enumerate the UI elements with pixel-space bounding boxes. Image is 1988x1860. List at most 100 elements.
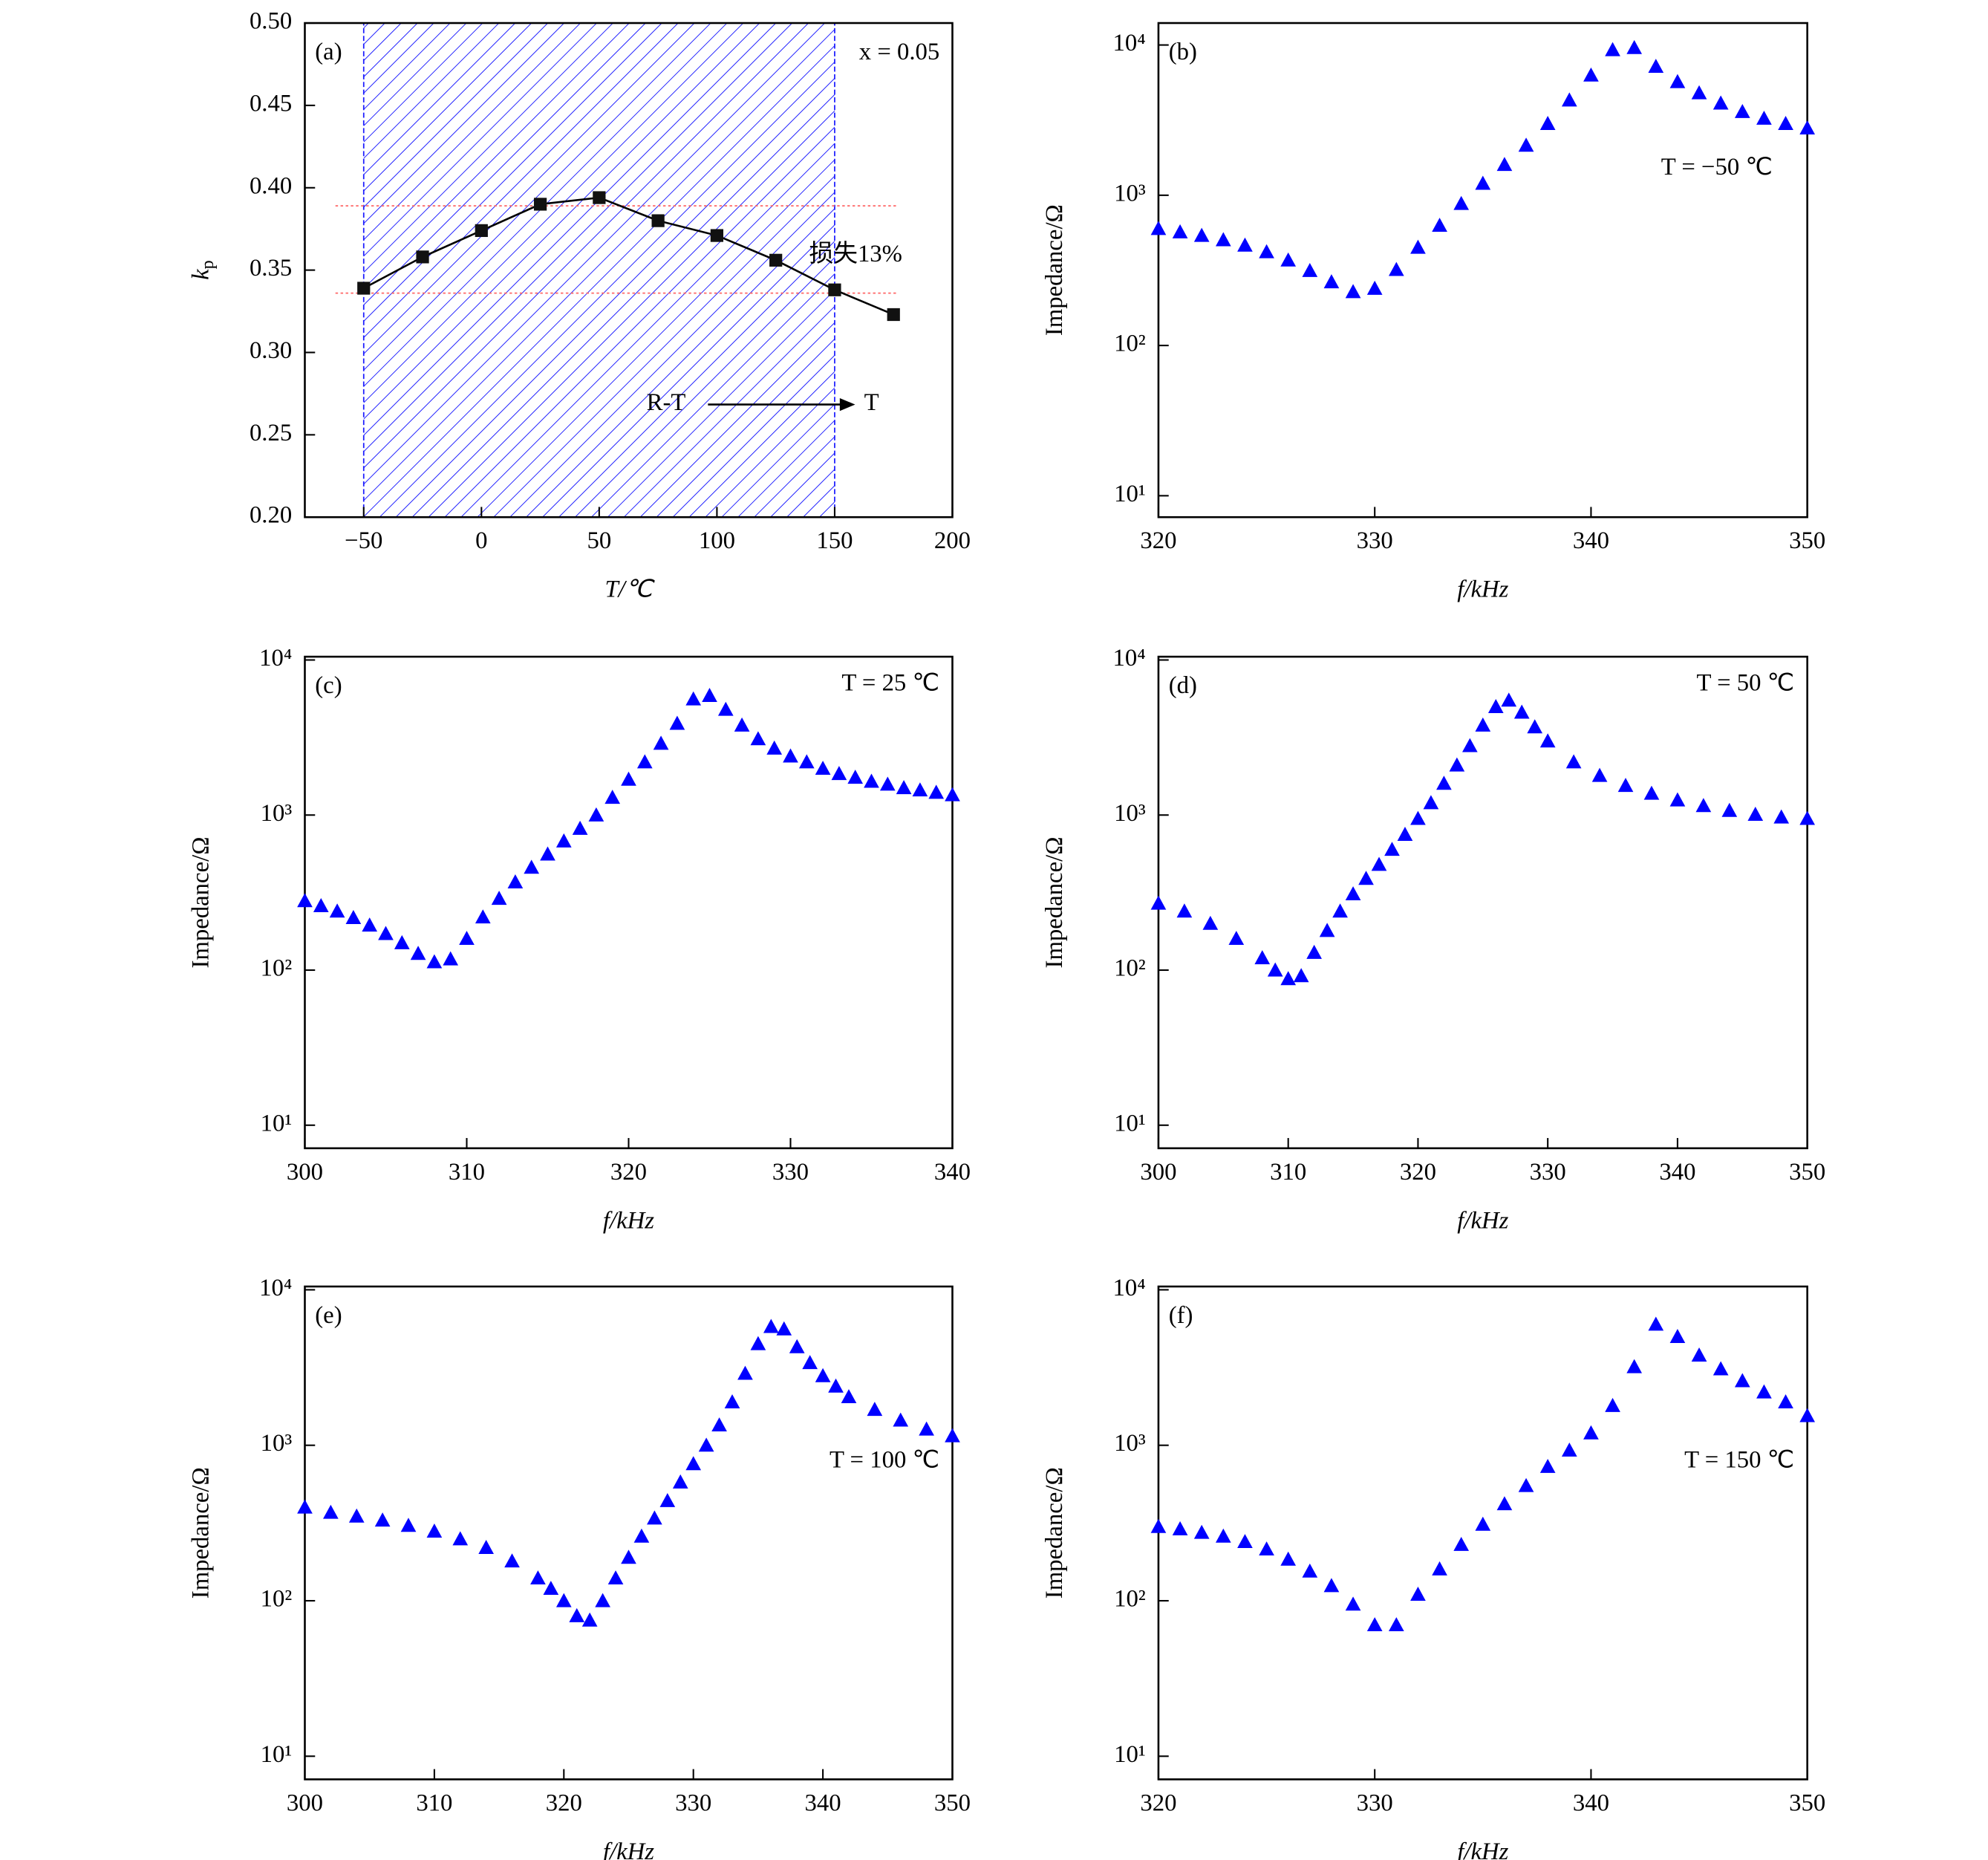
y-tick-label: 10¹ bbox=[1114, 1741, 1146, 1768]
annotation: 损失13% bbox=[809, 240, 902, 267]
marker bbox=[1565, 754, 1582, 769]
y-tick-label: 0.35 bbox=[250, 255, 292, 282]
marker bbox=[524, 859, 540, 874]
marker bbox=[841, 1389, 857, 1404]
marker bbox=[1475, 717, 1491, 732]
x-tick-label: 330 bbox=[675, 1789, 711, 1816]
marker bbox=[789, 1339, 805, 1353]
marker bbox=[864, 773, 879, 788]
marker bbox=[750, 731, 766, 746]
marker bbox=[459, 931, 475, 946]
marker bbox=[1643, 785, 1660, 800]
temperature-label: T = 100 ℃ bbox=[830, 1447, 939, 1474]
marker bbox=[1259, 244, 1274, 258]
marker bbox=[1215, 1528, 1231, 1543]
y-axis-label-main: Impedance/Ω bbox=[187, 1467, 214, 1599]
temperature-label: T = 50 ℃ bbox=[1697, 669, 1795, 696]
y-tick-label: 10³ bbox=[261, 800, 293, 827]
marker bbox=[1583, 67, 1599, 82]
marker bbox=[1539, 115, 1556, 130]
y-tick-label: 10³ bbox=[261, 1430, 293, 1457]
marker bbox=[362, 917, 378, 932]
marker bbox=[702, 687, 717, 702]
y-tick-label: 10¹ bbox=[1114, 1110, 1146, 1137]
marker bbox=[507, 874, 524, 889]
marker bbox=[685, 1456, 702, 1471]
marker bbox=[1453, 195, 1470, 210]
marker bbox=[1449, 757, 1465, 772]
marker bbox=[1410, 810, 1426, 825]
y-tick-label: 10³ bbox=[1114, 800, 1146, 827]
x-axis-label: f/kHz bbox=[603, 1207, 654, 1234]
marker bbox=[1345, 284, 1361, 299]
marker bbox=[1280, 971, 1297, 986]
marker bbox=[887, 308, 900, 322]
x-tick-label: 340 bbox=[1573, 527, 1609, 554]
marker bbox=[313, 898, 329, 913]
y-tick-label: 0.30 bbox=[250, 337, 292, 364]
marker bbox=[1527, 719, 1543, 734]
marker bbox=[1496, 157, 1513, 172]
marker bbox=[348, 1508, 365, 1523]
marker bbox=[1432, 1561, 1447, 1576]
marker bbox=[1259, 1541, 1274, 1556]
marker bbox=[1475, 1516, 1491, 1531]
y-tick-label: 0.50 bbox=[250, 8, 292, 35]
marker bbox=[750, 1336, 766, 1350]
marker bbox=[1561, 92, 1577, 107]
x-tick-label: 350 bbox=[934, 1789, 971, 1816]
marker bbox=[945, 1428, 960, 1443]
panel: 300 310 320 330 340 10¹ 10² 10³ 10⁴ f/kHz Impedanc… bbox=[187, 645, 971, 1234]
y-axis-label: kp bbox=[187, 260, 218, 280]
x-tick-label: 340 bbox=[1573, 1789, 1609, 1816]
panel-label: (d) bbox=[1169, 672, 1197, 699]
marker bbox=[426, 954, 443, 969]
marker bbox=[1306, 944, 1322, 959]
marker bbox=[1513, 704, 1530, 719]
marker bbox=[734, 717, 750, 732]
x-tick-label: 330 bbox=[1357, 527, 1393, 554]
marker bbox=[1293, 968, 1309, 983]
panel-label: (f) bbox=[1169, 1302, 1193, 1329]
y-tick-label: 10² bbox=[261, 955, 293, 982]
y-axis-label: Impedance/Ω bbox=[187, 1467, 214, 1599]
marker bbox=[1388, 1617, 1404, 1632]
marker bbox=[659, 1492, 676, 1507]
marker bbox=[504, 1553, 520, 1568]
marker bbox=[443, 951, 459, 966]
line bbox=[363, 196, 894, 316]
marker bbox=[491, 891, 507, 905]
marker bbox=[1410, 1586, 1426, 1601]
marker bbox=[357, 282, 371, 295]
x-tick-label: 50 bbox=[587, 527, 611, 554]
marker bbox=[867, 1402, 883, 1417]
marker bbox=[543, 1581, 559, 1596]
marker bbox=[1237, 1534, 1253, 1549]
marker bbox=[1280, 1551, 1297, 1566]
marker bbox=[1302, 1563, 1318, 1578]
panel-label: (b) bbox=[1169, 39, 1197, 65]
plot-frame bbox=[1157, 1285, 1808, 1781]
marker bbox=[893, 1412, 909, 1427]
marker bbox=[912, 782, 928, 797]
y-tick-label: 10¹ bbox=[261, 1110, 293, 1137]
marker bbox=[831, 766, 847, 781]
marker bbox=[1712, 95, 1729, 110]
marker bbox=[1734, 103, 1750, 118]
marker bbox=[1756, 1384, 1772, 1399]
marker bbox=[394, 934, 410, 949]
marker bbox=[555, 1593, 572, 1607]
marker bbox=[621, 1550, 636, 1564]
y-tick-label: 10⁴ bbox=[1113, 30, 1146, 56]
marker bbox=[717, 701, 734, 716]
marker bbox=[815, 1368, 831, 1382]
marker bbox=[297, 1499, 313, 1514]
marker bbox=[607, 1570, 624, 1585]
marker bbox=[1193, 1524, 1210, 1539]
marker bbox=[847, 770, 864, 784]
marker bbox=[711, 1417, 727, 1432]
marker bbox=[1583, 1425, 1599, 1440]
marker bbox=[1756, 110, 1772, 125]
marker bbox=[1358, 871, 1374, 885]
